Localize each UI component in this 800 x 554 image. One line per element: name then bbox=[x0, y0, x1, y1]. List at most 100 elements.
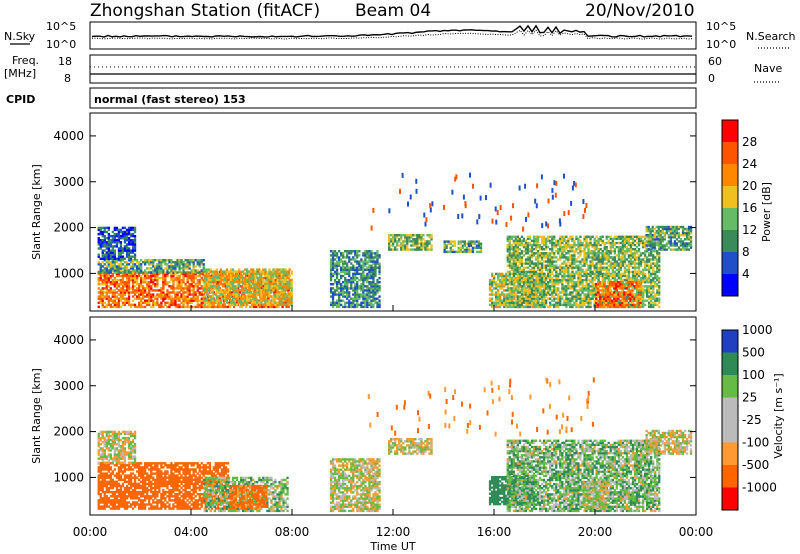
heatmap-cell bbox=[563, 276, 566, 280]
heatmap-cell bbox=[601, 258, 604, 261]
heatmap-cell bbox=[406, 240, 409, 243]
heatmap-cell bbox=[138, 274, 141, 278]
heatmap-cell bbox=[605, 268, 608, 271]
heatmap-cell bbox=[152, 299, 155, 302]
heatmap-cell bbox=[97, 261, 100, 264]
heatmap-cell bbox=[585, 299, 588, 302]
heatmap-cell bbox=[249, 297, 252, 300]
heatmap-cell bbox=[142, 295, 145, 298]
heatmap-cell bbox=[565, 281, 568, 284]
heatmap-cell bbox=[125, 251, 129, 254]
heatmap-cell bbox=[567, 303, 570, 307]
heatmap-cell bbox=[583, 258, 586, 261]
heatmap-cell bbox=[587, 264, 590, 267]
heatmap-cell bbox=[617, 264, 620, 267]
heatmap-cell bbox=[101, 265, 104, 268]
heatmap-cell bbox=[360, 295, 363, 298]
heatmap-cell bbox=[611, 266, 614, 269]
heatmap-cell bbox=[511, 272, 514, 276]
heatmap-cell bbox=[121, 247, 125, 250]
heatmap-cell bbox=[514, 245, 517, 249]
heatmap-cell bbox=[505, 301, 508, 304]
heatmap-cell bbox=[479, 244, 483, 247]
heatmap-cell bbox=[340, 254, 343, 257]
heatmap-cell bbox=[268, 286, 271, 290]
heatmap-cell bbox=[127, 230, 131, 234]
heatmap-cell bbox=[152, 265, 155, 268]
heatmap-cell bbox=[238, 301, 241, 304]
heatmap-cell bbox=[563, 270, 566, 274]
heatmap-cell bbox=[186, 295, 189, 298]
heatmap-cell bbox=[174, 295, 177, 298]
heatmap-cell bbox=[528, 250, 532, 253]
heatmap-cell bbox=[569, 299, 572, 302]
heatmap-cell bbox=[547, 260, 550, 263]
heatmap-cell bbox=[331, 264, 335, 267]
heatmap-cell bbox=[526, 291, 530, 294]
heatmap-cell bbox=[605, 237, 608, 241]
heatmap-cell bbox=[551, 241, 554, 245]
heatmap-cell bbox=[378, 270, 381, 274]
heatmap-cell bbox=[346, 270, 349, 274]
heatmap-cell bbox=[117, 230, 121, 234]
heatmap-cell bbox=[506, 270, 509, 274]
heatmap-cell bbox=[180, 281, 183, 284]
heatmap-cell bbox=[511, 289, 514, 292]
heatmap-cell bbox=[538, 283, 542, 286]
heatmap-cell bbox=[231, 274, 235, 277]
heatmap-cell bbox=[160, 276, 163, 280]
heatmap-cell bbox=[518, 270, 521, 274]
heatmap-cell bbox=[376, 283, 379, 286]
heatmap-cell bbox=[555, 256, 558, 259]
heatmap-cell bbox=[121, 230, 125, 234]
heatmap-cell bbox=[579, 278, 582, 282]
heatmap-cell bbox=[392, 236, 395, 239]
heatmap-cell bbox=[565, 252, 568, 255]
heatmap-cell bbox=[240, 278, 243, 282]
heatmap-cell bbox=[215, 295, 218, 298]
heatmap-cell bbox=[561, 237, 564, 241]
heatmap-cell bbox=[364, 278, 367, 282]
heatmap-cell bbox=[525, 305, 528, 309]
heatmap-cell bbox=[530, 262, 534, 265]
heatmap-cell bbox=[561, 295, 564, 298]
heatmap-cell bbox=[565, 291, 568, 294]
heatmap-cell bbox=[557, 287, 560, 290]
heatmap-cell bbox=[526, 283, 530, 286]
heatmap-cell bbox=[131, 249, 135, 252]
heatmap-cell bbox=[127, 303, 131, 307]
heatmap-cell bbox=[541, 264, 544, 267]
heatmap-cell bbox=[262, 268, 265, 271]
heatmap-cell bbox=[246, 303, 249, 306]
heatmap-cell bbox=[553, 283, 556, 286]
heatmap-cell bbox=[111, 283, 114, 286]
heatmap-cell bbox=[202, 263, 205, 266]
heatmap-cell bbox=[335, 303, 339, 307]
heatmap-cell bbox=[272, 299, 275, 302]
heatmap-cell bbox=[111, 247, 114, 250]
heatmap-cell bbox=[346, 264, 349, 267]
heatmap-cell bbox=[248, 291, 251, 294]
heatmap-cell bbox=[125, 289, 129, 292]
heatmap-cell bbox=[605, 276, 608, 280]
heatmap-cell bbox=[125, 249, 129, 252]
heatmap-cell bbox=[538, 254, 542, 257]
heatmap-cell bbox=[166, 291, 169, 294]
heatmap-cell bbox=[146, 293, 149, 296]
heatmap-cell bbox=[372, 270, 375, 274]
heatmap-cell bbox=[553, 235, 556, 238]
heatmap-cell bbox=[366, 287, 369, 290]
heatmap-cell bbox=[553, 285, 556, 288]
heatmap-cell bbox=[360, 301, 363, 304]
heatmap-cell bbox=[520, 235, 524, 238]
heatmap-cell bbox=[113, 263, 116, 266]
heatmap-cell bbox=[573, 283, 576, 286]
heatmap-cell bbox=[188, 261, 191, 264]
heatmap-cell bbox=[553, 268, 556, 271]
heatmap-cell bbox=[184, 285, 187, 288]
heatmap-cell bbox=[512, 276, 515, 280]
heatmap-cell bbox=[530, 297, 534, 300]
heatmap-cell bbox=[286, 301, 289, 304]
heatmap-cell bbox=[215, 278, 218, 282]
heatmap-cell bbox=[115, 226, 119, 230]
